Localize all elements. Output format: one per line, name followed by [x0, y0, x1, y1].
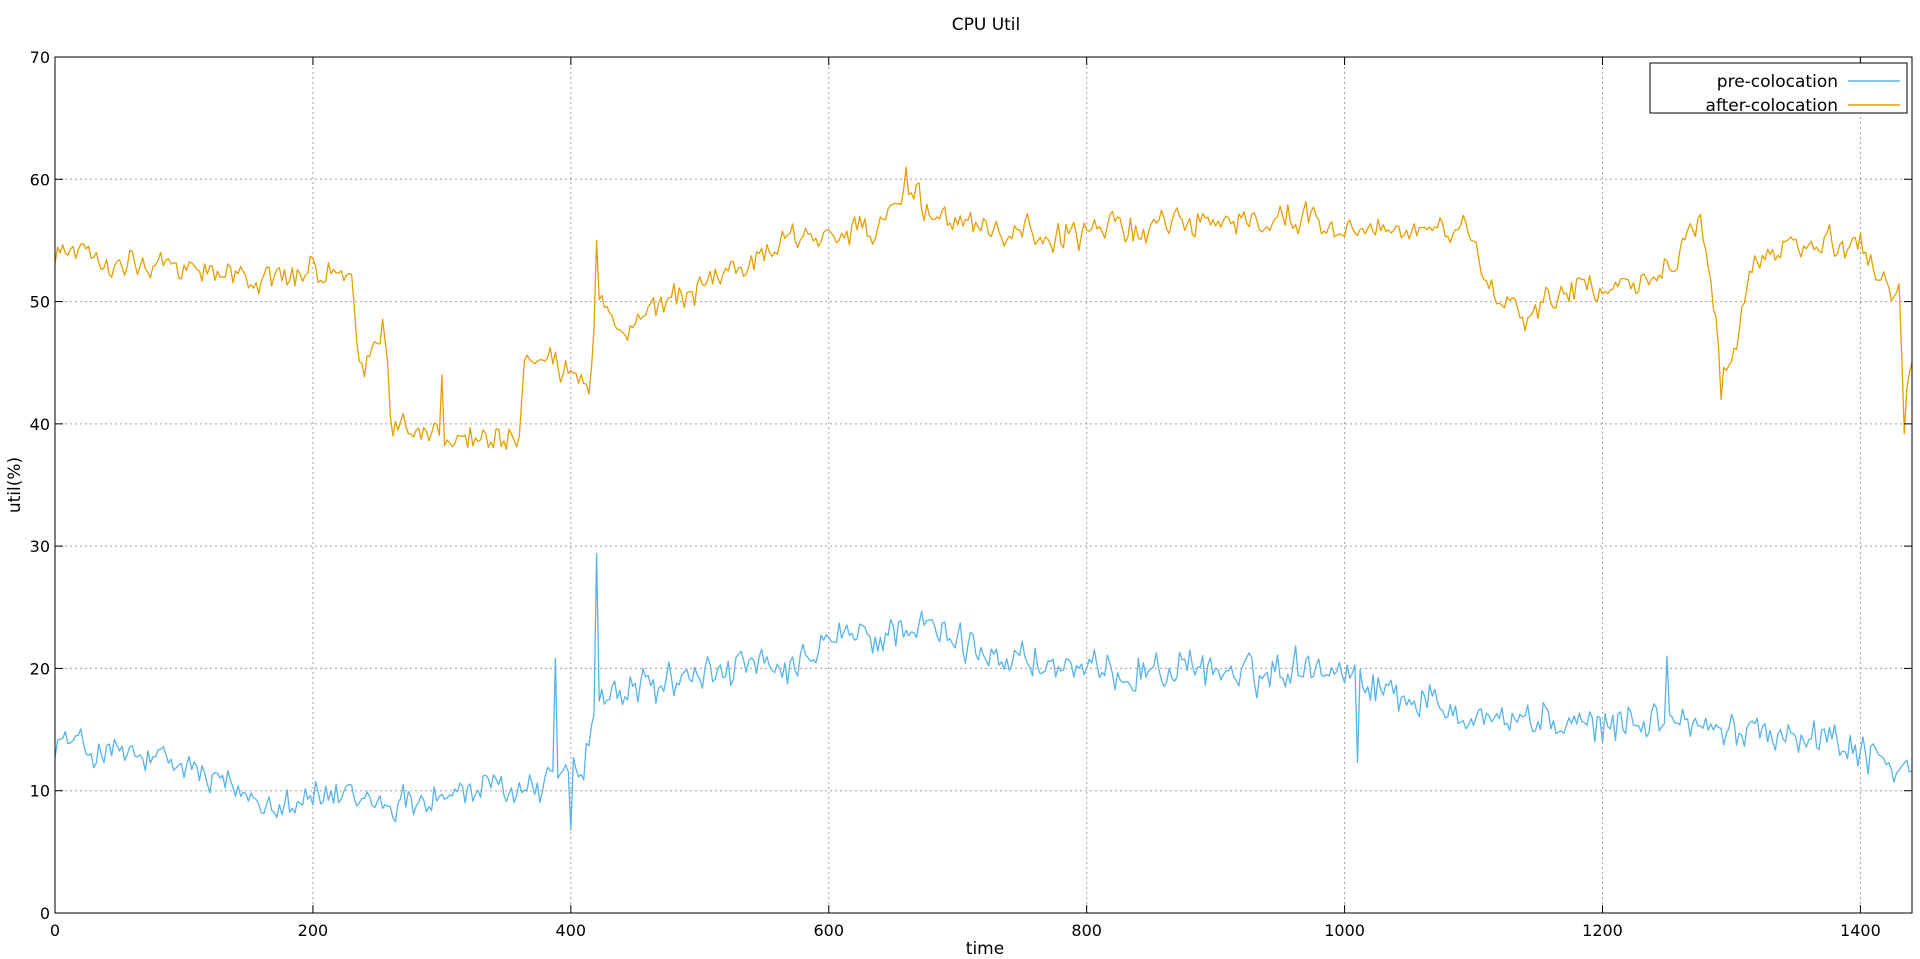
series-line-after-colocation [54, 166, 1913, 450]
y-tick-label: 50 [30, 293, 50, 312]
series-layer [54, 166, 1913, 831]
x-tick-label: 0 [50, 921, 60, 940]
series-line-pre-colocation [54, 552, 1913, 831]
y-tick-label: 60 [30, 170, 50, 189]
x-tick-label: 200 [298, 921, 329, 940]
y-tick-label: 20 [30, 659, 50, 678]
y-tick-label: 10 [30, 782, 50, 801]
x-tick-label: 1200 [1582, 921, 1623, 940]
y-tick-label: 0 [40, 904, 50, 923]
legend-label-pre-colocation: pre-colocation [1717, 72, 1838, 92]
y-tick-label: 30 [30, 537, 50, 556]
chart-title: CPU Util [952, 15, 1021, 35]
x-tick-label: 1400 [1840, 921, 1881, 940]
y-tick-label: 40 [30, 415, 50, 434]
plot-frame [54, 56, 1913, 914]
y-axis-label: util(%) [5, 457, 25, 513]
legend: pre-colocation after-colocation [1649, 62, 1908, 116]
x-tick-label: 400 [556, 921, 587, 940]
y-tick-label: 70 [30, 48, 50, 67]
x-axis-label: time [966, 939, 1004, 959]
x-tick-label: 600 [813, 921, 844, 940]
x-tick-label: 800 [1071, 921, 1102, 940]
axis-ticks: 0 200 400 600 800 1000 1200 1400 0 10 20 30 40 50 60 70 [30, 48, 1912, 940]
legend-label-after-colocation: after-colocation [1706, 96, 1838, 116]
x-tick-label: 1000 [1324, 921, 1365, 940]
